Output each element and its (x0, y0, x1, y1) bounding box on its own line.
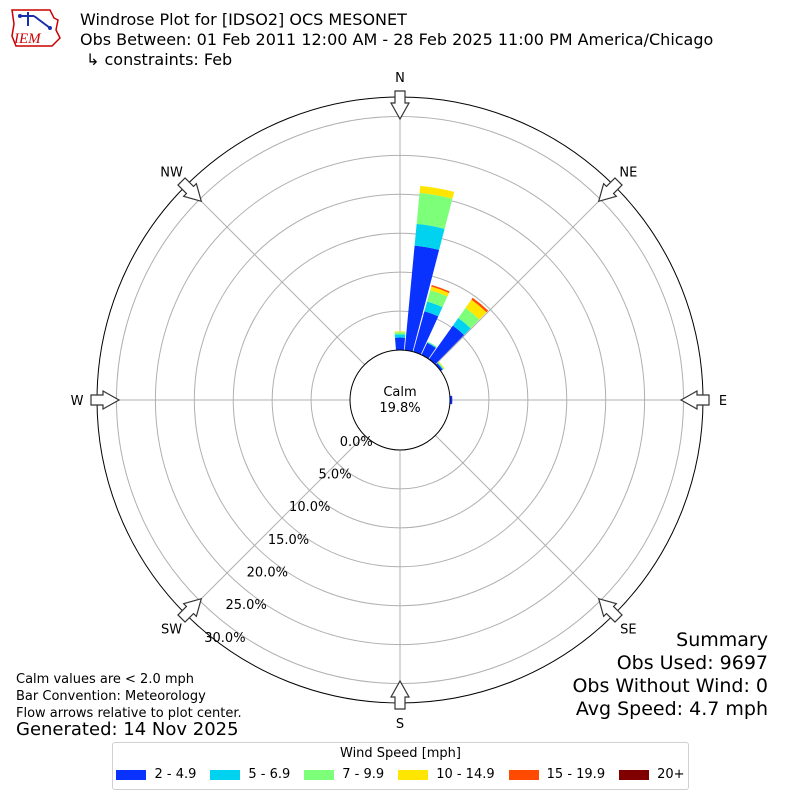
legend-swatch (210, 769, 241, 780)
legend-item: 10 - 14.9 (398, 767, 495, 782)
obs-period: Obs Between: 01 Feb 2011 12:00 AM - 28 F… (80, 30, 714, 49)
bar-convention-note: Bar Convention: Meteorology (16, 689, 206, 704)
flow-arrow-icon (90, 389, 121, 411)
direction-label: SE (620, 622, 636, 637)
windrose-bar-segment (465, 299, 487, 320)
windrose-bar-segment (430, 286, 450, 297)
notes-block: Calm values are < 2.0 mph Bar Convention… (16, 671, 242, 722)
flow-arrow-icon (177, 597, 203, 623)
legend-swatch (398, 769, 429, 780)
flow-arrow-icon (679, 389, 710, 411)
windrose-bar-segment (471, 297, 489, 313)
radial-tick-label: 15.0% (268, 533, 309, 548)
ios-logo: IEM (11, 9, 61, 47)
windrose-bar-segment (449, 395, 453, 405)
grid-spoke (185, 435, 365, 615)
radial-tick-label: 30.0% (204, 631, 245, 646)
direction-label: N (395, 71, 405, 86)
windrose-bar-segment (435, 363, 443, 372)
direction-label: NE (619, 166, 637, 181)
flow-arrow-icon (389, 679, 411, 710)
calm-circle (349, 349, 451, 451)
windrose-bar-segment (452, 317, 471, 336)
legend-label: 7 - 9.9 (342, 767, 385, 782)
direction-label: NW (160, 166, 183, 181)
grid-spoke (185, 185, 365, 365)
legend-item: 15 - 19.9 (508, 767, 606, 782)
legend-label: 5 - 6.9 (248, 767, 291, 782)
windrose-bar-segment (431, 284, 450, 293)
legend-swatch (619, 769, 650, 780)
flow-arrow-icon (177, 177, 203, 203)
flow-arrows-note: Flow arrows relative to plot center. (16, 706, 242, 721)
legend-items: 2 - 4.9 5 - 6.9 7 - 9.9 10 - 14.9 15 - 1… (113, 767, 688, 782)
legend-label: 20+ (657, 767, 685, 782)
legend-item: 7 - 9.9 (304, 767, 384, 782)
direction-label: S (396, 717, 404, 732)
windrose-bar-segment (427, 341, 437, 348)
flow-arrow-icon (597, 597, 623, 623)
grid-spoke (435, 185, 615, 365)
chart-title-block: Windrose Plot for [IDSO2] OCS MESONET Ob… (80, 10, 713, 70)
radial-tick-label: 10.0% (289, 500, 330, 515)
legend-label: 2 - 4.9 (154, 767, 197, 782)
windrose-bar-segment (427, 342, 437, 348)
constraints: ↳ constraints: Feb (86, 50, 233, 69)
radial-tick-label: 5.0% (319, 468, 352, 483)
flow-arrow-icon (597, 177, 623, 203)
direction-label: E (719, 394, 727, 409)
radial-tick-label: 25.0% (225, 598, 266, 613)
radial-tick-label: 0.0% (340, 435, 373, 450)
calm-label: Calm (383, 385, 416, 400)
windrose-bar-segment (438, 361, 445, 369)
summary-title: Summary (676, 629, 768, 651)
windrose-bar-segment (421, 342, 436, 359)
windrose-bar-segment (413, 311, 439, 355)
summary-obs-without-wind: Obs Without Wind: 0 (572, 675, 768, 697)
windrose-bar-segment (416, 192, 453, 229)
flow-arrow-icon (389, 90, 411, 121)
legend-swatch (304, 769, 335, 780)
windrose-bar-segment (394, 337, 406, 351)
direction-label: SW (161, 622, 182, 637)
legend-swatch (508, 769, 539, 780)
windrose-bar-segment (428, 325, 465, 365)
legend-swatch (116, 769, 147, 780)
windrose-bar-segment (427, 290, 448, 308)
windrose-bar-segment (437, 362, 444, 370)
windrose-bar-segment (404, 245, 440, 352)
windrose-bar-segment (458, 307, 480, 329)
legend-title: Wind Speed [mph] (340, 746, 461, 761)
windrose-bar-segment (419, 185, 455, 199)
windrose-bar-segment (394, 334, 406, 338)
windrose-bar-segment (414, 223, 445, 250)
generated-date: Generated: 14 Nov 2025 (16, 719, 239, 740)
logo-text: IEM (13, 31, 42, 47)
windrose-bar-segment (394, 331, 406, 333)
legend-item: 5 - 6.9 (210, 767, 290, 782)
calm-note: Calm values are < 2.0 mph (16, 672, 195, 687)
windrose-bar-segment (394, 332, 406, 335)
summary-avg-speed: Avg Speed: 4.7 mph (575, 698, 768, 720)
legend: Wind Speed [mph] 2 - 4.9 5 - 6.9 7 - 9.9… (112, 742, 689, 790)
chart-title: Windrose Plot for [IDSO2] OCS MESONET (80, 10, 407, 29)
grid-spoke (435, 435, 615, 615)
legend-label: 10 - 14.9 (436, 767, 495, 782)
legend-item: 20+ (619, 767, 685, 782)
windrose-bar-segment (424, 301, 443, 317)
summary-block: Summary Obs Used: 9697 Obs Without Wind:… (572, 629, 768, 721)
calm-value: 19.8% (379, 401, 420, 416)
radial-tick-label: 20.0% (247, 566, 288, 581)
legend-item: 2 - 4.9 (116, 767, 196, 782)
windrose-bar-segment (437, 362, 444, 370)
legend-label: 15 - 19.9 (546, 767, 606, 782)
direction-label: W (71, 394, 84, 409)
summary-obs-used: Obs Used: 9697 (616, 652, 768, 674)
